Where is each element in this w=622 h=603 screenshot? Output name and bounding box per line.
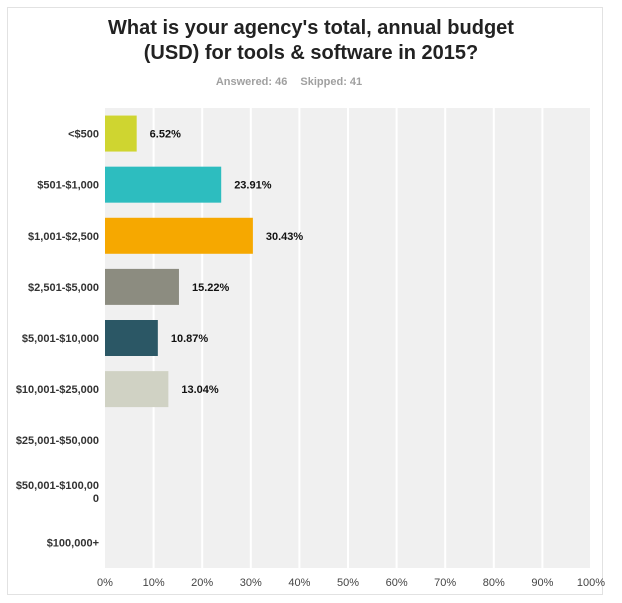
skipped-count: Skipped: 41 <box>300 76 363 88</box>
category-label: $25,001-$50,000 <box>16 435 99 447</box>
x-tick-label: 30% <box>240 577 262 589</box>
x-tick-label: 90% <box>531 577 553 589</box>
chart-frame <box>7 7 603 595</box>
bar <box>105 268 179 305</box>
data-label: 10.87% <box>171 333 209 345</box>
category-label: $2,501-$5,000 <box>28 282 99 294</box>
category-label: $50,001-$100,00 0 <box>16 480 99 505</box>
chart-title-line-2: (USD) for tools & software in 2015? <box>143 42 479 64</box>
x-tick-label: 80% <box>483 577 505 589</box>
x-tick-label: 0% <box>97 577 113 589</box>
data-label: 23.91% <box>234 180 272 192</box>
x-tick-label: 20% <box>191 577 213 589</box>
chart-title: What is your agency's total, annual budg… <box>0 16 622 66</box>
chart-title-line-1: What is your agency's total, annual budg… <box>108 17 514 39</box>
category-label: <$500 <box>68 129 99 141</box>
data-label: 15.22% <box>192 282 230 294</box>
data-label: 6.52% <box>150 129 181 141</box>
x-tick-label: 100% <box>577 577 605 589</box>
bar <box>105 371 169 408</box>
x-tick-label: 10% <box>143 577 165 589</box>
x-tick-label: 40% <box>288 577 310 589</box>
category-label: $1,001-$2,500 <box>28 231 99 243</box>
x-tick-label: 70% <box>434 577 456 589</box>
category-label: $5,001-$10,000 <box>22 333 99 345</box>
response-stats: Answered: 46 Skipped: 41 <box>0 76 578 88</box>
bar <box>105 115 137 152</box>
category-label: $100,000+ <box>47 537 99 549</box>
data-label: 30.43% <box>266 231 304 243</box>
bar <box>105 217 253 254</box>
category-label: $10,001-$25,000 <box>16 384 99 396</box>
answered-count: Answered: 46 <box>215 76 288 88</box>
x-tick-label: 60% <box>386 577 408 589</box>
bar <box>105 320 158 356</box>
data-label: 13.04% <box>181 384 219 396</box>
bar <box>105 166 222 203</box>
x-tick-label: 50% <box>337 577 359 589</box>
category-label: $501-$1,000 <box>37 180 99 192</box>
